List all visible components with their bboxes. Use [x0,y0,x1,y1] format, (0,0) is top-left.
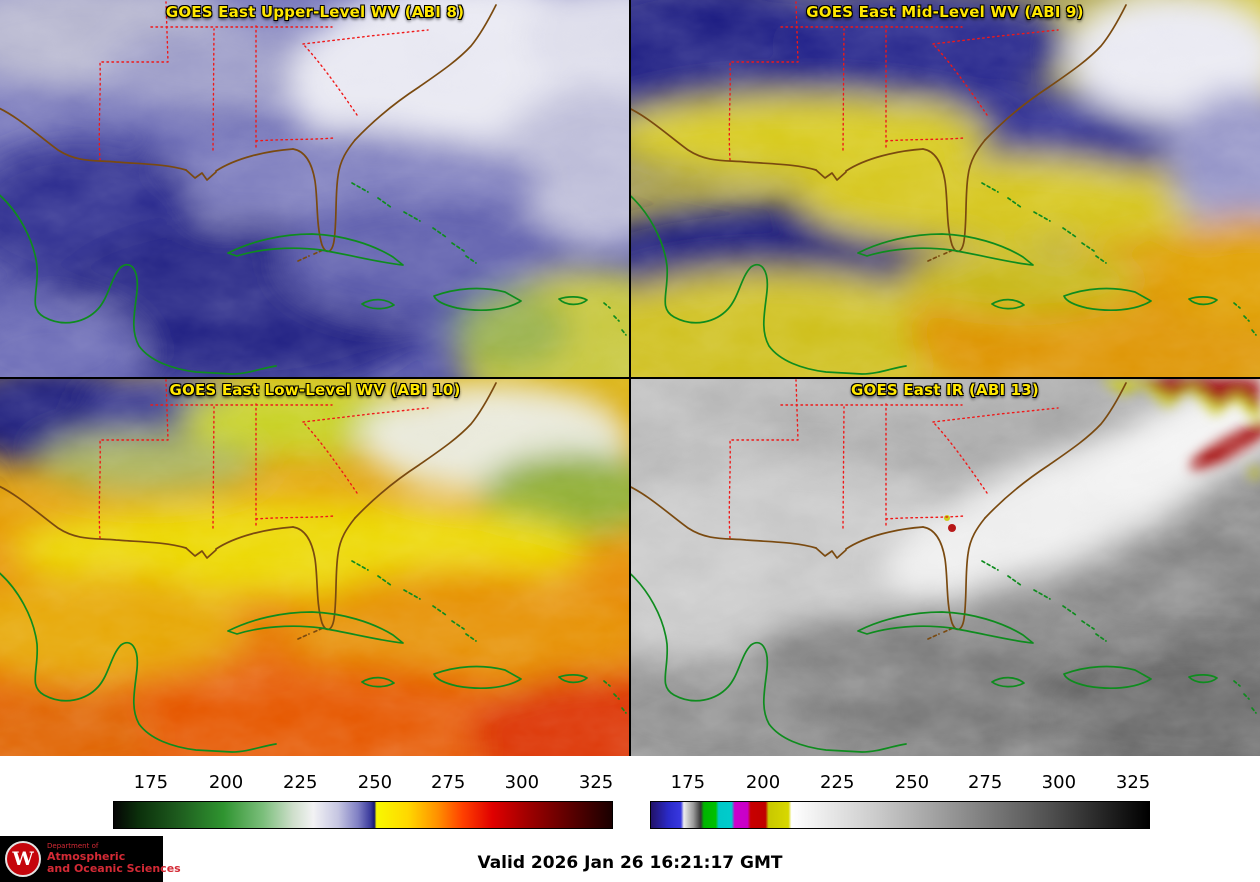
panel-divider-horizontal [0,377,1260,379]
ir-colorbar-ticks: 175 200 225 250 275 300 325 [650,772,1151,796]
panel-upper-level-wv: GOES East Upper-Level WV (ABI 8) [0,0,630,378]
colorbar-row: 175 200 225 250 275 300 325 175 200 225 … [0,756,1260,836]
mid-level-wv-imagery [630,0,1260,378]
crest-letter: W [12,848,34,870]
tick-label: 250 [357,772,393,793]
logo-dept-line: Department of [47,842,99,851]
wv-colorbar-ticks: 175 200 225 250 275 300 325 [113,772,614,796]
tick-label: 200 [745,772,781,793]
uw-crest-icon: W [5,841,41,877]
panel-low-level-wv: GOES East Low-Level WV (ABI 10) [0,378,630,756]
panel-title-abi9: GOES East Mid-Level WV (ABI 9) [806,3,1084,21]
tick-label: 300 [1041,772,1077,793]
low-level-wv-imagery [0,378,630,756]
tick-label: 275 [430,772,466,793]
upper-level-wv-imagery [0,0,630,378]
wv-colorbar [113,801,613,829]
tick-label: 325 [578,772,614,793]
tick-label: 300 [504,772,540,793]
uw-aos-logo: W Department of Atmospheric and Oceanic … [0,836,181,882]
panel-mid-level-wv: GOES East Mid-Level WV (ABI 9) [630,0,1260,378]
tick-label: 225 [820,772,855,793]
tick-label: 275 [967,772,1003,793]
panel-title-abi10: GOES East Low-Level WV (ABI 10) [169,381,461,399]
valid-time: Valid 2026 Jan 26 16:21:17 GMT [477,853,783,873]
ir-imagery [630,378,1260,756]
tick-label: 225 [283,772,318,793]
panel-title-abi8: GOES East Upper-Level WV (ABI 8) [165,3,465,21]
panel-ir: GOES East IR (ABI 13) [630,378,1260,756]
logo-name-line1: Atmospheric [47,849,126,863]
tick-label: 250 [894,772,930,793]
logo-name-line2: and Oceanic Sciences [47,861,181,875]
satellite-panel-grid: GOES East Upper-Level WV (ABI 8) [0,0,1260,756]
tick-label: 325 [1115,772,1151,793]
tick-label: 175 [133,772,169,793]
tick-label: 175 [670,772,706,793]
logo-text: Department of Atmospheric and Oceanic Sc… [47,842,181,875]
footer: W Department of Atmospheric and Oceanic … [0,836,1260,882]
ir-colorbar [650,801,1150,829]
tick-label: 200 [208,772,244,793]
panel-title-abi13: GOES East IR (ABI 13) [850,381,1039,399]
